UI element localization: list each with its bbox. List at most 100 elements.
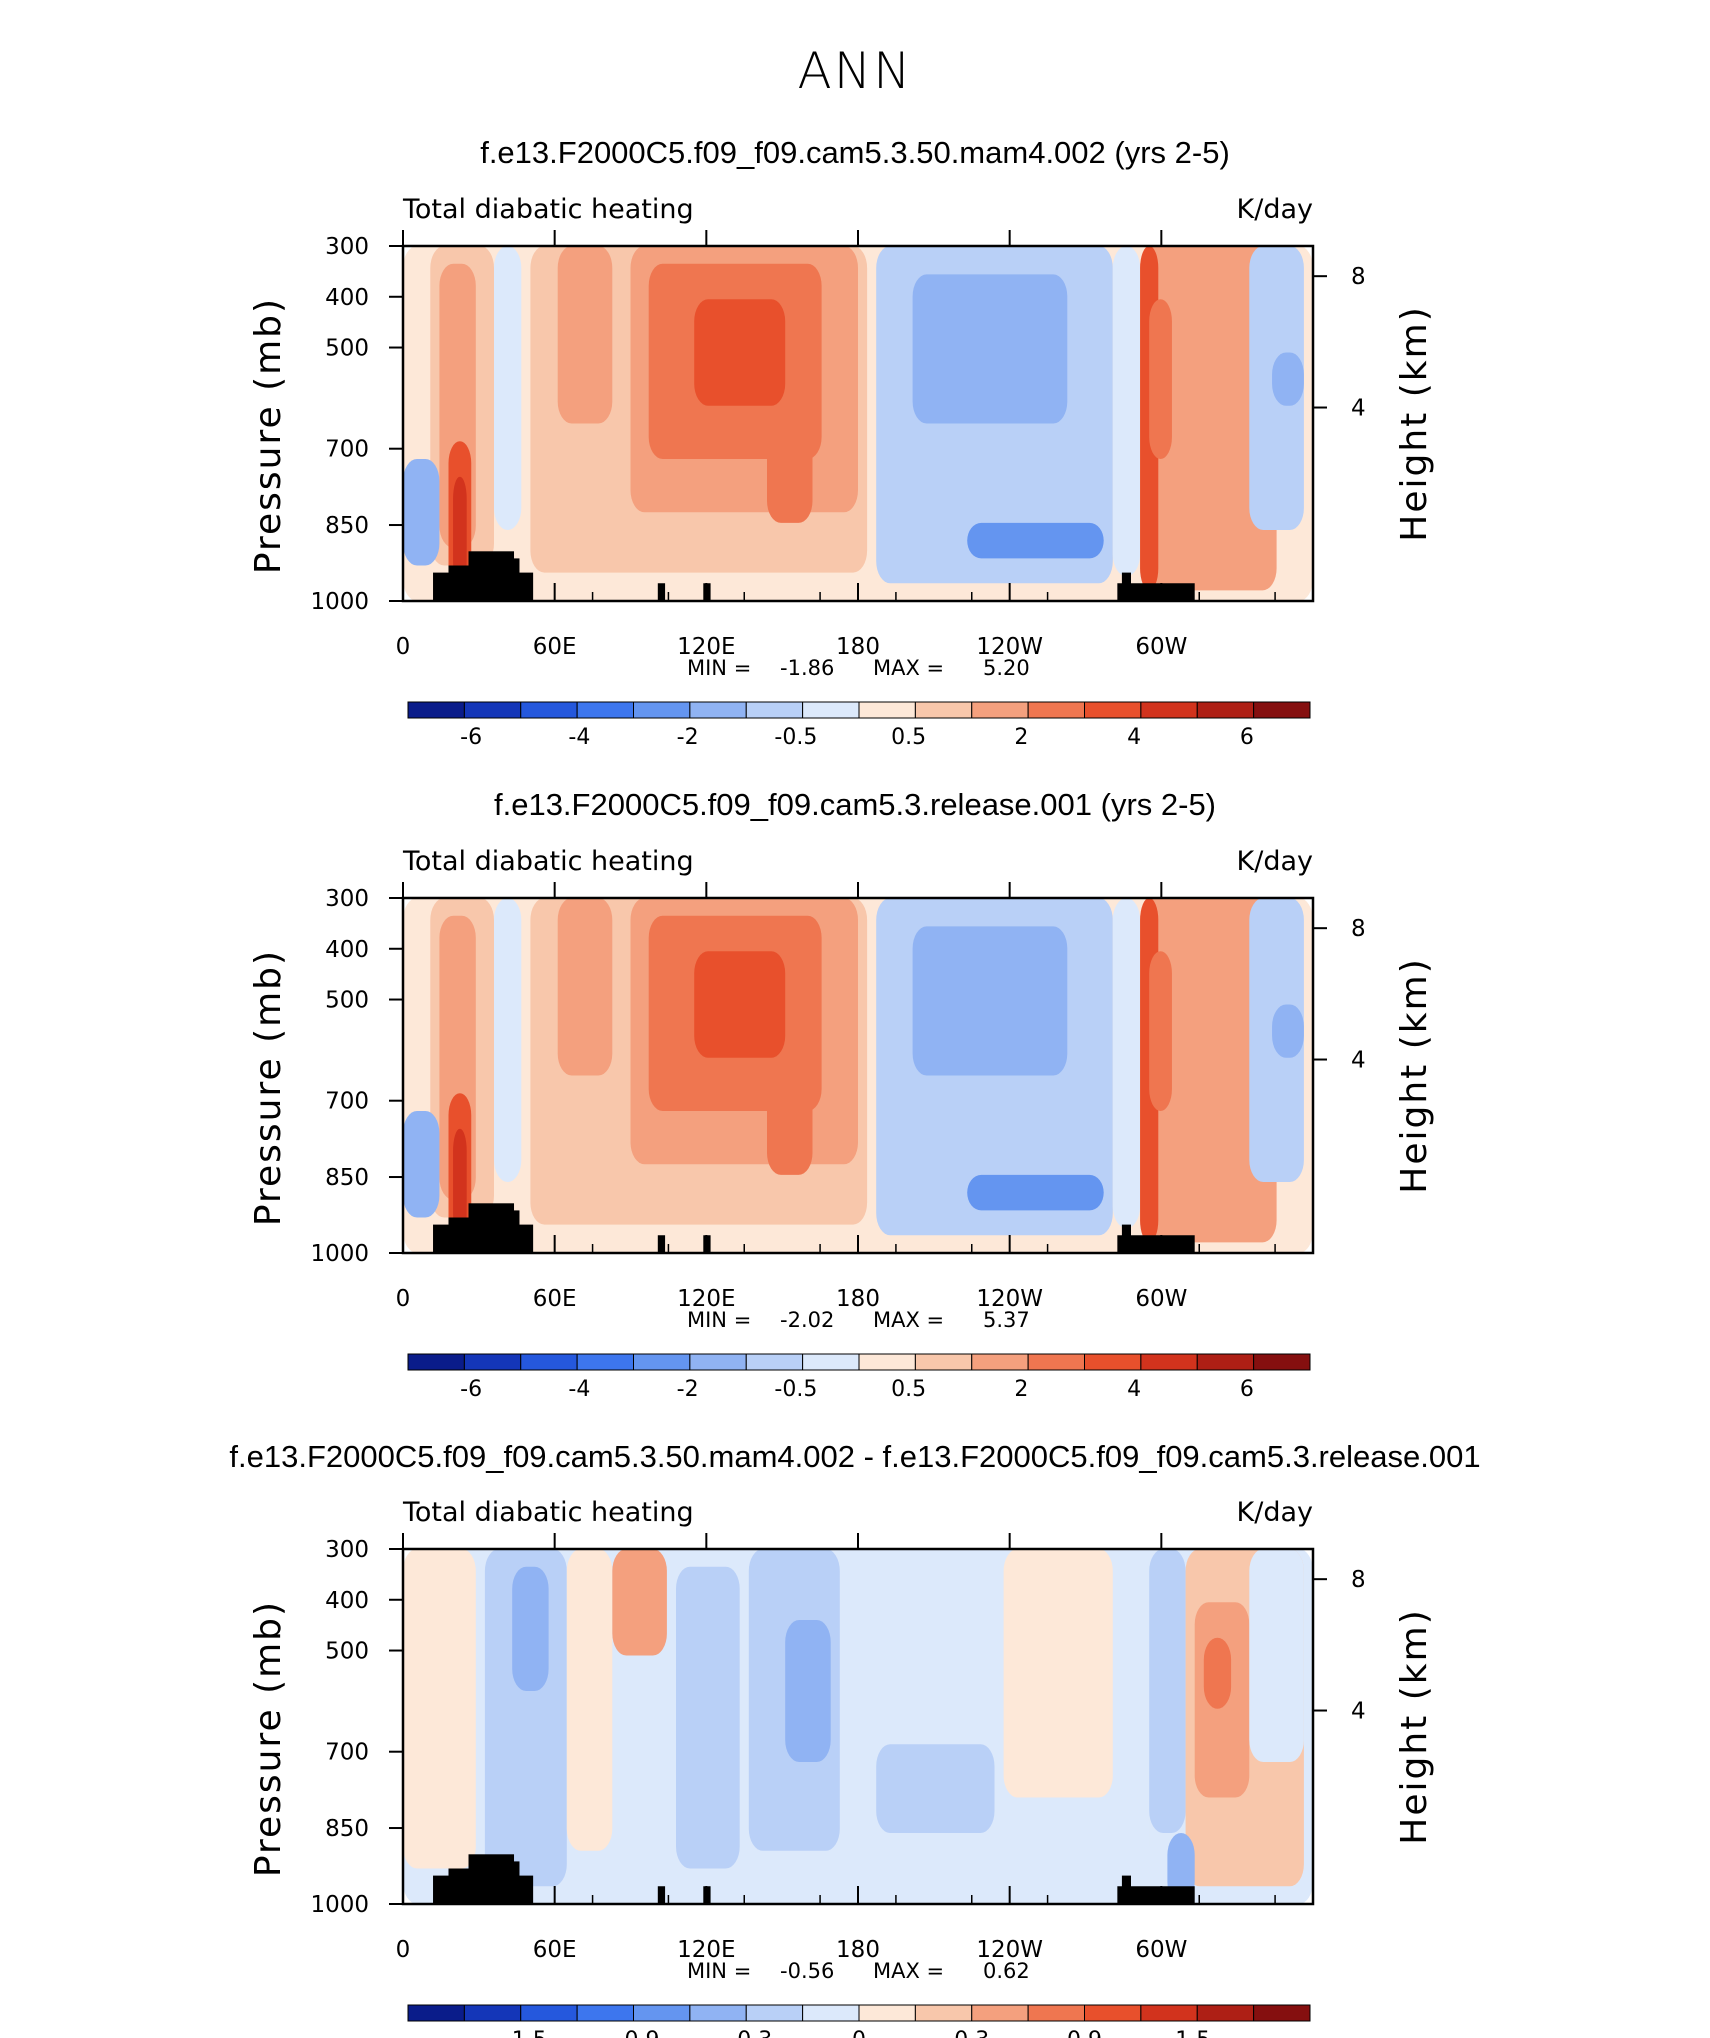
min-value: -0.56	[780, 1959, 834, 1983]
contour-region	[1149, 951, 1172, 1111]
topography	[473, 558, 520, 601]
x-tick-label: 0	[396, 1937, 411, 1963]
contour-region	[494, 246, 522, 530]
x-tick-label: 0	[396, 1286, 411, 1312]
topography	[657, 1235, 666, 1253]
contour-region	[876, 1744, 995, 1833]
colorbar-tick-label: -2	[677, 725, 699, 750]
colorbar-swatch	[1084, 701, 1142, 719]
x-tick-label: 120E	[677, 1286, 735, 1312]
colorbar-swatch	[1253, 1353, 1311, 1371]
colorbar-swatch	[1084, 1353, 1142, 1371]
colorbar-swatch	[1084, 2004, 1142, 2022]
min-value: -2.02	[780, 1308, 834, 1332]
contour-region	[403, 1111, 440, 1218]
x-tick-label: 60W	[1135, 634, 1187, 660]
contour-region	[967, 1174, 1104, 1211]
colorbar-tick-label: 6	[1240, 1377, 1254, 1402]
contour-region	[676, 1566, 740, 1869]
contour-region	[566, 1549, 613, 1851]
colorbar-swatch	[802, 701, 860, 719]
colorbar-tick-label: -6	[460, 1377, 482, 1402]
y-tick-label: 300	[325, 234, 369, 260]
colorbar-swatch	[1027, 2004, 1085, 2022]
x-tick-label: 60E	[533, 1286, 577, 1312]
y-tick-label: 700	[325, 437, 369, 463]
max-value: 5.20	[983, 656, 1030, 680]
colorbar-swatch	[858, 701, 916, 719]
colorbar-swatch	[407, 1353, 465, 1371]
contour-region	[494, 898, 522, 1182]
colorbar-swatch	[1027, 701, 1085, 719]
colorbar-tick-label: -0.5	[774, 725, 817, 750]
contour-region	[453, 476, 467, 584]
right-tick-label: 8	[1351, 264, 1366, 290]
contour-region	[403, 1549, 476, 1869]
colorbar: -6 -4 -2 -0.5 0.5 2 4 6	[407, 701, 1311, 750]
colorbar-swatch	[407, 2004, 465, 2022]
y-axis-title: Pressure (mb)	[248, 297, 289, 574]
x-tick-label: 120W	[976, 634, 1043, 660]
colorbar-swatch	[520, 2004, 578, 2022]
contour-region	[1149, 1549, 1186, 1833]
contour-region	[557, 898, 613, 1076]
min-label: MIN =	[687, 1308, 751, 1332]
colorbar-swatch	[633, 1353, 691, 1371]
y-tick-label: 700	[325, 1089, 369, 1115]
colorbar-swatch	[1027, 1353, 1085, 1371]
colorbar-tick-label: 4	[1127, 725, 1141, 750]
panel-3: f.e13.F2000C5.f09_f09.cam5.3.50.mam4.002…	[229, 1439, 1480, 2038]
y-axis-title: Pressure (mb)	[248, 1600, 289, 1877]
panel-title: f.e13.F2000C5.f09_f09.cam5.3.release.001…	[494, 787, 1216, 822]
colorbar-tick-label: 1.5	[1175, 2028, 1210, 2038]
colorbar-swatch	[971, 2004, 1029, 2022]
contour-region	[1185, 915, 1250, 1200]
panel-1: f.e13.F2000C5.f09_f09.cam5.3.50.mam4.002…	[248, 135, 1435, 750]
colorbar-tick-label: 4	[1127, 1377, 1141, 1402]
colorbar-swatch	[802, 2004, 860, 2022]
right-tick-label: 4	[1351, 1048, 1366, 1074]
colorbar-swatch	[914, 701, 973, 719]
colorbar-swatch	[858, 1353, 916, 1371]
colorbar-swatch	[689, 2004, 747, 2022]
contour-region	[912, 274, 1068, 424]
contour-region	[1272, 1004, 1304, 1058]
contour-region	[512, 1566, 549, 1691]
x-tick-label: 60E	[533, 634, 577, 660]
y-tick-label: 300	[325, 1537, 369, 1563]
topography	[1117, 1235, 1195, 1253]
max-label: MAX =	[873, 656, 944, 680]
colorbar-swatch	[914, 2004, 973, 2022]
colorbar-tick-label: 0.3	[954, 2028, 989, 2038]
colorbar-swatch	[463, 2004, 522, 2022]
topography	[1121, 1224, 1131, 1253]
contour-field	[403, 898, 1313, 1253]
right-tick-label: 8	[1351, 1567, 1366, 1593]
x-tick-label: 60W	[1135, 1286, 1187, 1312]
y-tick-label: 850	[325, 513, 369, 539]
x-tick-label: 120E	[677, 634, 735, 660]
contour-region	[694, 951, 786, 1058]
colorbar-swatch	[802, 1353, 860, 1371]
colorbar-swatch	[1140, 701, 1198, 719]
topography	[473, 1861, 520, 1904]
x-tick-label: 180	[836, 1286, 880, 1312]
y-tick-label: 500	[325, 336, 369, 362]
contour-region	[785, 1620, 831, 1762]
colorbar-swatch	[1140, 1353, 1198, 1371]
colorbar-swatch	[1253, 2004, 1311, 2022]
colorbar-tick-label: -1.5	[504, 2028, 547, 2038]
colorbar-swatch	[407, 701, 465, 719]
colorbar-tick-label: 0.9	[1067, 2028, 1102, 2038]
colorbar-swatch	[1196, 1353, 1255, 1371]
colorbar-tick-label: -0.3	[729, 2028, 772, 2038]
x-tick-label: 180	[836, 1937, 880, 1963]
topography	[1117, 1886, 1195, 1904]
contour-region	[1203, 1637, 1232, 1709]
colorbar-swatch	[463, 1353, 522, 1371]
x-tick-label: 0	[396, 634, 411, 660]
y-axis-title: Pressure (mb)	[248, 949, 289, 1226]
colorbar: -6 -4 -2 -0.5 0.5 2 4 6	[407, 1353, 1311, 1402]
contour-region	[1112, 246, 1141, 577]
colorbar-swatch	[971, 1353, 1029, 1371]
